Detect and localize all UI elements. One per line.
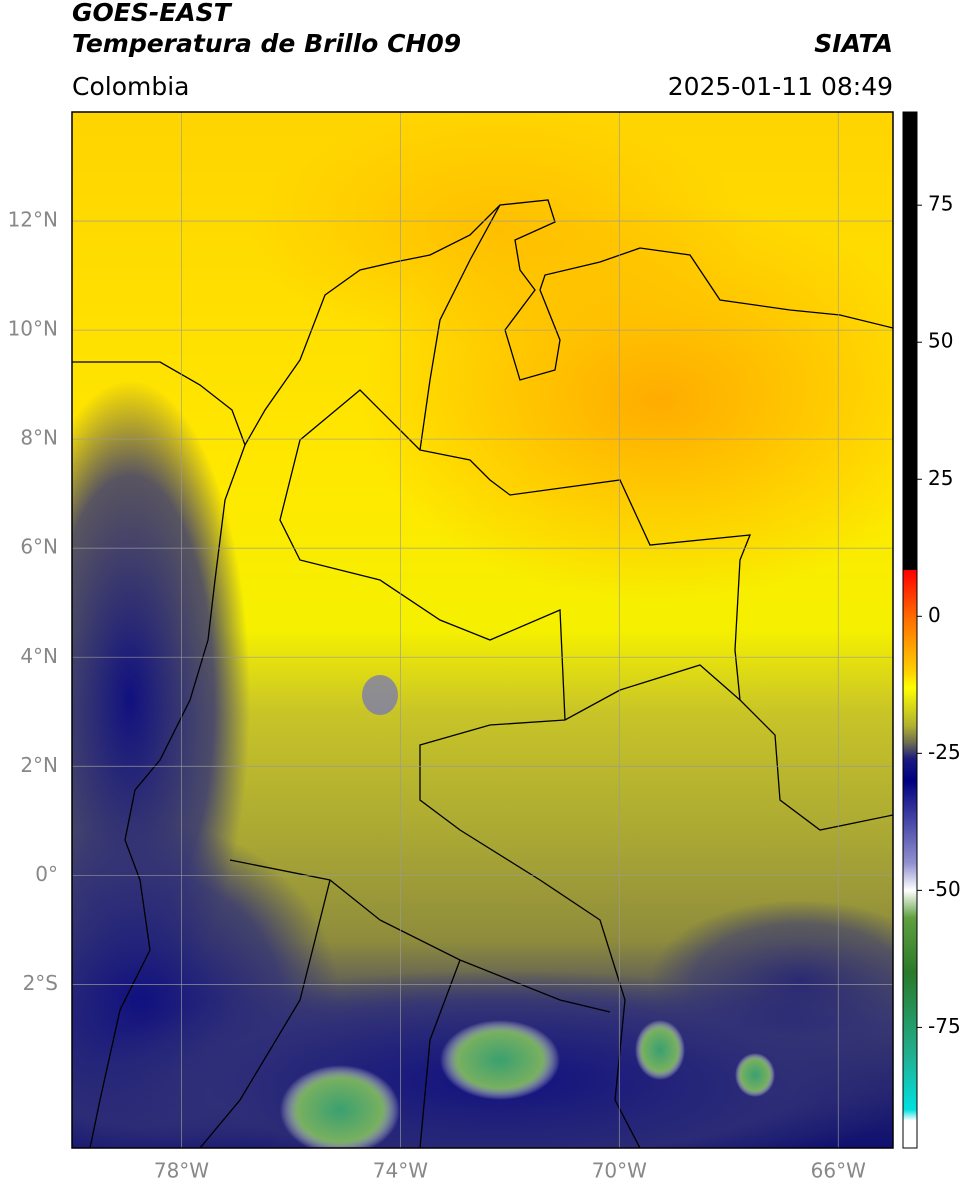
source: SIATA: [814, 29, 893, 58]
colorbar-tick-label: 25: [928, 466, 953, 490]
y-tick-label: 2°S: [23, 971, 58, 995]
grid: [72, 112, 893, 1148]
x-tick-label: 66°W: [811, 1159, 866, 1183]
colorbar-tick-label: -25: [928, 740, 961, 764]
colorbar-tick-label: 50: [928, 329, 953, 353]
y-tick-label: 10°N: [8, 317, 58, 341]
imagery: [72, 112, 893, 1148]
map-frame: [71, 111, 894, 1149]
colorbar: [902, 111, 918, 1149]
y-tick-label: 12°N: [8, 208, 58, 232]
y-tick-label: 0°: [35, 862, 58, 886]
x-tick-label: 78°W: [154, 1159, 209, 1183]
y-tick-label: 2°N: [20, 753, 58, 777]
colorbar-tick-label: 0: [928, 603, 941, 627]
colorbar-tick-label: 75: [928, 192, 953, 216]
satellite: GOES-EAST: [72, 0, 233, 27]
x-tick-label: 74°W: [373, 1159, 428, 1183]
timestamp: 2025-01-11 08:49: [668, 72, 893, 101]
region: Colombia: [72, 72, 189, 101]
colorbar-tick-label: -75: [928, 1014, 961, 1038]
product: Temperatura de Brillo CH09: [72, 29, 461, 58]
y-tick-label: 6°N: [20, 535, 58, 559]
y-tick-label: 4°N: [20, 644, 58, 668]
colorbar-tick-label: -50: [928, 877, 961, 901]
y-tick-label: 8°N: [20, 426, 58, 450]
x-tick-label: 70°W: [592, 1159, 647, 1183]
